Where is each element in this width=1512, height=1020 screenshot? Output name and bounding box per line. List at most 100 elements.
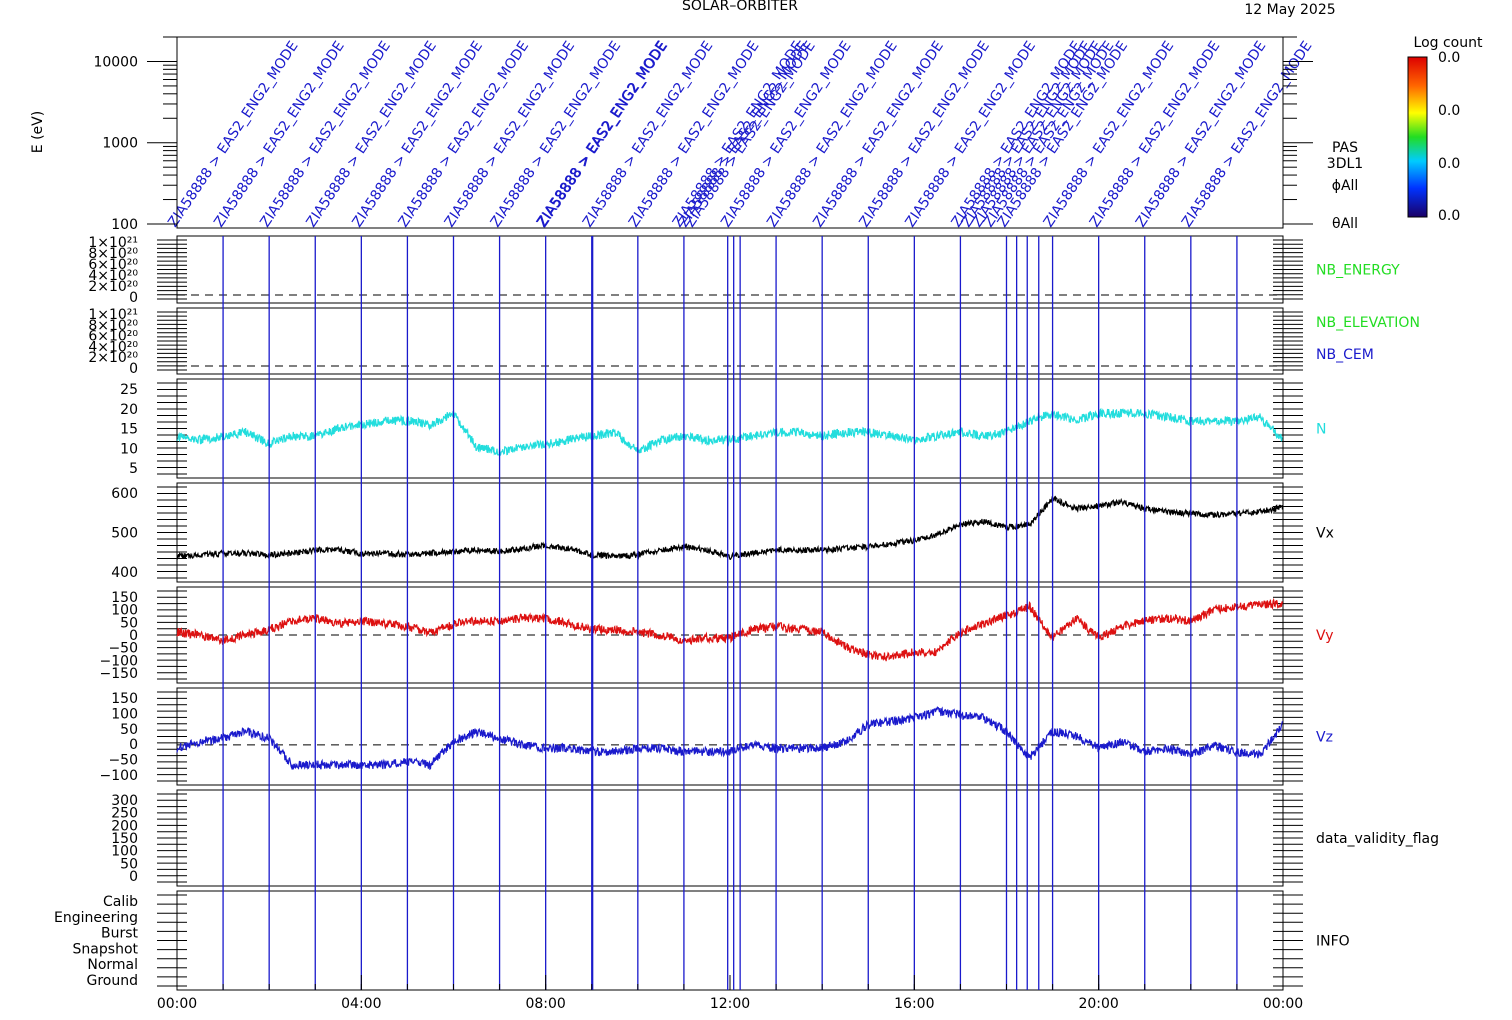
panel-tick-label: 0 (129, 737, 138, 753)
panel-tick-label: 50 (120, 856, 138, 872)
panel-tick-label: 100 (111, 603, 138, 619)
panel-tick-label: Snapshot (73, 941, 139, 957)
series-line-vy (176, 597, 1284, 662)
energy-tick-label: 1000 (102, 136, 138, 152)
spectrogram-side-label: 3DL1 (1327, 156, 1363, 172)
panel-tick-label: 250 (111, 806, 138, 822)
panel-label: N (1316, 422, 1326, 438)
panel-vx: 600 500 400 Vx (111, 482, 1334, 583)
time-tick-label: 08:00 (525, 996, 565, 1012)
spectrogram-side-label: ϕAll (1332, 178, 1359, 194)
panel-tick-label: 400 (111, 565, 138, 581)
series-line-n (176, 407, 1283, 457)
panel-tick-label: 1×10²¹ (88, 235, 138, 251)
panel-tick-label: 8×10²⁰ (88, 246, 138, 262)
panel-tick-label: Engineering (54, 910, 138, 926)
header: SOLAR–ORBITER 12 May 2025 (682, 0, 1336, 18)
time-tick-label: 00:00 (157, 996, 197, 1012)
time-axis: 00:00 04:00 08:00 12:00 16:00 20:00 00:00 (157, 975, 1303, 1012)
panel-label: Vy (1316, 628, 1334, 644)
panel-tick-label: 4×10²⁰ (88, 268, 138, 284)
panel-tick-label: 0 (129, 628, 138, 644)
colorbar-tick-label: 0.0 (1438, 103, 1460, 119)
panel-tick-label: 5 (129, 461, 138, 477)
date-title: 12 May 2025 (1244, 2, 1335, 18)
panel-tick-label: 25 (120, 382, 138, 398)
colorbar-bar (1407, 56, 1428, 218)
time-tick-label: 16:00 (894, 996, 934, 1012)
panel-tick-label: Normal (87, 957, 138, 973)
time-tick-label: 00:00 (1263, 996, 1303, 1012)
panel-tick-label: 0 (129, 869, 138, 885)
panel-label: INFO (1316, 934, 1350, 950)
panel-tick-label: Ground (87, 973, 139, 989)
panel-tick-label: 20 (120, 402, 138, 418)
panel-tick-label: 4×10²⁰ (88, 339, 138, 355)
colorbar-tick-label: 0.0 (1438, 208, 1460, 224)
panel-tick-label: 150 (111, 831, 138, 847)
panel-tick-label: 0 (129, 290, 138, 306)
panel-tick-label: −100 (100, 768, 138, 784)
panel-frame (176, 687, 1284, 786)
panel-label: Vx (1316, 526, 1334, 542)
panel-tick-label: Calib (103, 894, 138, 910)
event-lines (222, 236, 1238, 990)
series-line-vx (176, 495, 1284, 560)
spectrogram-side-label: PAS (1332, 140, 1358, 156)
time-tick-label: 04:00 (341, 996, 381, 1012)
panel-label: Vz (1316, 730, 1333, 746)
panel-tick-label: 600 (111, 486, 138, 502)
event-annotation: ZIA58888 > EAS2_ENG2_MODE (981, 38, 1118, 230)
panel-tick-label: 2×10²⁰ (88, 279, 138, 295)
panel-n: 25 20 15 10 5 N (120, 378, 1326, 479)
panel-tick-label: 0 (129, 361, 138, 377)
panel-tick-label: 100 (111, 706, 138, 722)
panel-label: data_validity_flag (1316, 831, 1439, 847)
colorbar-title: Log count (1414, 35, 1483, 51)
colorbar-tick-label: 0.0 (1438, 156, 1460, 172)
panel-tick-label: Burst (101, 926, 139, 942)
panel-tick-label: 50 (120, 722, 138, 738)
colorbar-tick-label: 0.0 (1438, 50, 1460, 66)
spectrogram-frame (176, 36, 1284, 229)
time-tick-label: 20:00 (1078, 996, 1118, 1012)
energy-tick-label: 10000 (93, 54, 138, 70)
panel-label: NB_ELEVATION (1316, 315, 1420, 331)
panel-tick-label: 6×10²⁰ (88, 329, 138, 345)
panel-tick-label: 2×10²⁰ (88, 350, 138, 366)
panel-tick-label: 150 (111, 691, 138, 707)
panel-tick-label: 200 (111, 818, 138, 834)
panel-tick-label: 10 (120, 441, 138, 457)
panel-tick-label: −50 (108, 641, 138, 657)
panel-tick-label: −100 (100, 653, 138, 669)
panel-tick-label: 1×10²¹ (88, 307, 138, 323)
panel-tick-label: 150 (111, 590, 138, 606)
panel-tick-label: 15 (120, 422, 138, 438)
spectrogram-side-label: θAll (1332, 216, 1358, 232)
panel-frame (176, 307, 1284, 375)
time-tick-label: 12:00 (710, 996, 750, 1012)
panel-tick-label: 6×10²⁰ (88, 257, 138, 273)
panel-tick-label: 300 (111, 793, 138, 809)
panel-tick-label: 8×10²⁰ (88, 318, 138, 334)
panel-label-secondary: NB_CEM (1316, 347, 1374, 363)
panel-tick-label: 50 (120, 615, 138, 631)
spectrogram-ylabel: E (eV) (30, 111, 46, 153)
panel-frame (176, 789, 1284, 887)
mission-title: SOLAR–ORBITER (682, 0, 798, 14)
energy-tick-label: 100 (111, 217, 138, 233)
panel-frame (176, 235, 1284, 304)
panel-tick-label: −50 (108, 753, 138, 769)
timeseries-panels: 1×10²¹8×10²⁰6×10²⁰4×10²⁰2×10²⁰0NB_ENERGY… (54, 235, 1439, 991)
panel-info: CalibEngineeringBurstSnapshotNormalGroun… (54, 890, 1350, 991)
panel-tick-label: 500 (111, 526, 138, 542)
